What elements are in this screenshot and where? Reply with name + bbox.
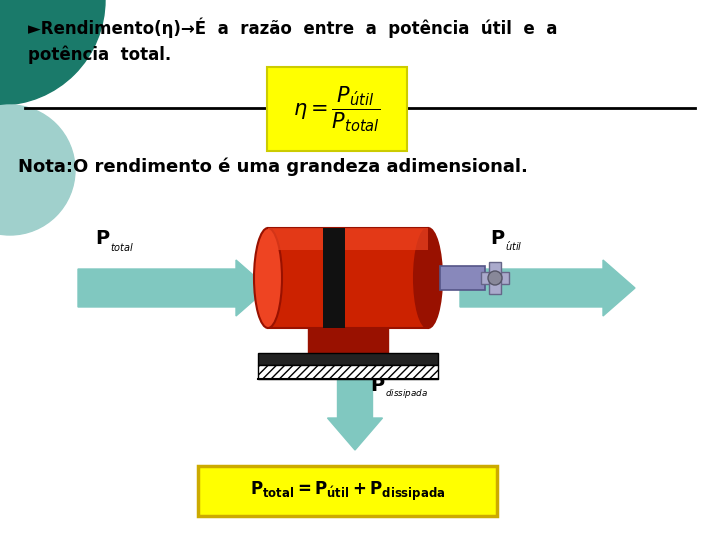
Bar <box>323 228 345 328</box>
Text: $_{\acute{u}til}$: $_{\acute{u}til}$ <box>505 240 523 254</box>
Bar <box>308 328 388 353</box>
FancyArrow shape <box>328 375 382 450</box>
Circle shape <box>0 105 75 235</box>
Text: $\mathbf{P_{total} = P_{\acute{u}til} + P_{dissipada}}$: $\mathbf{P_{total} = P_{\acute{u}til} + … <box>250 480 445 503</box>
FancyArrow shape <box>460 260 635 316</box>
Text: $\mathbf{P}$: $\mathbf{P}$ <box>95 229 110 248</box>
Bar <box>481 272 509 284</box>
Text: $\eta = \dfrac{P_{\acute{u}til}}{P_{total}}$: $\eta = \dfrac{P_{\acute{u}til}}{P_{tota… <box>293 84 381 134</box>
Bar <box>258 353 438 365</box>
Circle shape <box>488 271 502 285</box>
Text: $\mathbf{P}$: $\mathbf{P}$ <box>370 376 385 395</box>
Text: Nota:O rendimento é uma grandeza adimensional.: Nota:O rendimento é uma grandeza adimens… <box>18 158 528 177</box>
FancyBboxPatch shape <box>198 466 497 516</box>
Text: $\mathbf{P}$: $\mathbf{P}$ <box>490 229 505 248</box>
Text: $_{dissipada}$: $_{dissipada}$ <box>385 387 428 400</box>
Bar <box>489 262 501 294</box>
Bar <box>268 228 428 250</box>
Bar <box>258 365 438 379</box>
Bar <box>440 266 485 290</box>
Ellipse shape <box>414 228 442 328</box>
FancyBboxPatch shape <box>267 67 407 151</box>
Text: ►Rendimento(η)→É  a  razão  entre  a  potência  útil  e  a: ►Rendimento(η)→É a razão entre a potênci… <box>28 18 557 38</box>
Text: $_{total}$: $_{total}$ <box>110 240 135 254</box>
Ellipse shape <box>254 228 282 328</box>
FancyArrow shape <box>78 260 268 316</box>
Text: potência  total.: potência total. <box>28 46 171 64</box>
Bar <box>268 228 428 328</box>
Circle shape <box>0 0 105 105</box>
